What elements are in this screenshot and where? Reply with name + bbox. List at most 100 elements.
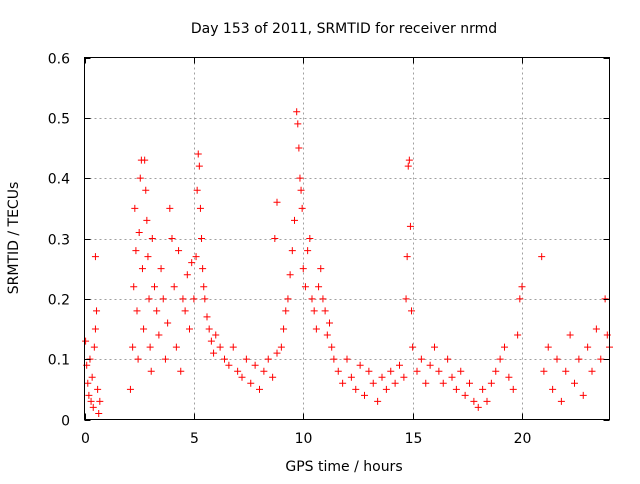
data-point bbox=[273, 198, 281, 206]
data-point bbox=[271, 235, 279, 242]
data-point bbox=[544, 343, 552, 351]
y-axis-label: SRMTID / TECUs bbox=[6, 182, 22, 295]
data-point bbox=[200, 283, 208, 291]
data-point bbox=[225, 361, 233, 369]
data-point bbox=[518, 283, 526, 291]
data-point bbox=[91, 325, 99, 333]
data-point bbox=[579, 391, 587, 399]
data-point bbox=[470, 397, 478, 405]
data-point bbox=[293, 108, 301, 116]
plot-frame bbox=[84, 57, 610, 420]
x-tick-label: 15 bbox=[405, 431, 423, 447]
data-point bbox=[347, 373, 355, 381]
data-point bbox=[133, 307, 141, 315]
data-point bbox=[147, 367, 155, 375]
data-point bbox=[134, 355, 142, 363]
data-point bbox=[321, 307, 329, 315]
data-point bbox=[144, 253, 152, 261]
data-point bbox=[84, 379, 92, 387]
data-point bbox=[269, 373, 277, 381]
data-point bbox=[199, 265, 207, 273]
y-tick-label: 0.1 bbox=[48, 353, 70, 369]
data-point bbox=[466, 379, 473, 387]
data-point bbox=[557, 397, 565, 405]
data-point bbox=[234, 367, 242, 375]
data-point bbox=[409, 343, 417, 351]
data-point bbox=[540, 367, 548, 375]
data-point bbox=[138, 265, 146, 273]
data-point bbox=[566, 331, 574, 339]
data-point bbox=[562, 367, 570, 375]
data-point bbox=[82, 337, 90, 345]
data-point bbox=[148, 235, 156, 242]
data-point bbox=[186, 325, 193, 333]
data-point bbox=[170, 283, 178, 291]
data-point bbox=[183, 271, 191, 279]
y-tick-label: 0.3 bbox=[48, 233, 70, 249]
data-point bbox=[177, 367, 185, 375]
data-point bbox=[188, 259, 196, 267]
data-point bbox=[584, 343, 592, 351]
data-point bbox=[553, 355, 561, 363]
data-point bbox=[444, 355, 452, 363]
data-point bbox=[310, 307, 318, 315]
data-point bbox=[194, 150, 202, 158]
data-point bbox=[417, 355, 425, 363]
data-point bbox=[352, 385, 360, 393]
data-point bbox=[365, 367, 373, 375]
data-point bbox=[406, 222, 414, 230]
data-point bbox=[146, 343, 154, 351]
data-point bbox=[157, 265, 165, 273]
data-point bbox=[538, 253, 546, 261]
data-point bbox=[474, 403, 482, 411]
data-point bbox=[130, 283, 138, 291]
data-point bbox=[247, 379, 255, 387]
data-point bbox=[312, 325, 320, 333]
data-point bbox=[326, 319, 333, 327]
data-point bbox=[153, 307, 161, 315]
data-point bbox=[277, 343, 285, 351]
data-point bbox=[207, 337, 215, 345]
data-point bbox=[299, 265, 307, 273]
data-point bbox=[131, 204, 139, 212]
data-point bbox=[319, 295, 327, 303]
data-point bbox=[201, 295, 209, 303]
data-point bbox=[404, 162, 412, 170]
data-point bbox=[210, 349, 218, 357]
data-point bbox=[330, 355, 338, 363]
data-point bbox=[382, 385, 390, 393]
data-point bbox=[400, 373, 408, 381]
data-point bbox=[238, 373, 246, 381]
data-point bbox=[145, 295, 153, 303]
data-point bbox=[435, 367, 443, 375]
data-point bbox=[501, 343, 508, 351]
data-point bbox=[205, 325, 213, 333]
data-point bbox=[387, 367, 395, 375]
data-point bbox=[294, 120, 302, 128]
data-point bbox=[161, 355, 169, 363]
data-point bbox=[439, 379, 447, 387]
data-point bbox=[198, 235, 206, 242]
data-point bbox=[282, 307, 290, 315]
data-point bbox=[94, 385, 102, 393]
data-point bbox=[448, 373, 456, 381]
data-point bbox=[304, 247, 312, 255]
data-point bbox=[88, 373, 96, 381]
data-point bbox=[403, 253, 411, 261]
data-point bbox=[317, 265, 325, 273]
data-point bbox=[179, 295, 187, 303]
data-point bbox=[221, 355, 228, 363]
data-point bbox=[203, 313, 211, 321]
x-tick-label: 5 bbox=[190, 431, 199, 447]
data-point bbox=[378, 373, 386, 381]
data-point bbox=[339, 379, 347, 387]
data-point bbox=[516, 295, 524, 303]
data-point bbox=[374, 397, 382, 405]
data-point bbox=[93, 307, 101, 315]
data-points bbox=[82, 108, 613, 417]
data-point bbox=[192, 253, 200, 261]
y-tick-label: 0 bbox=[61, 414, 70, 430]
data-point bbox=[492, 367, 500, 375]
data-point bbox=[422, 379, 430, 387]
data-point bbox=[426, 361, 434, 369]
